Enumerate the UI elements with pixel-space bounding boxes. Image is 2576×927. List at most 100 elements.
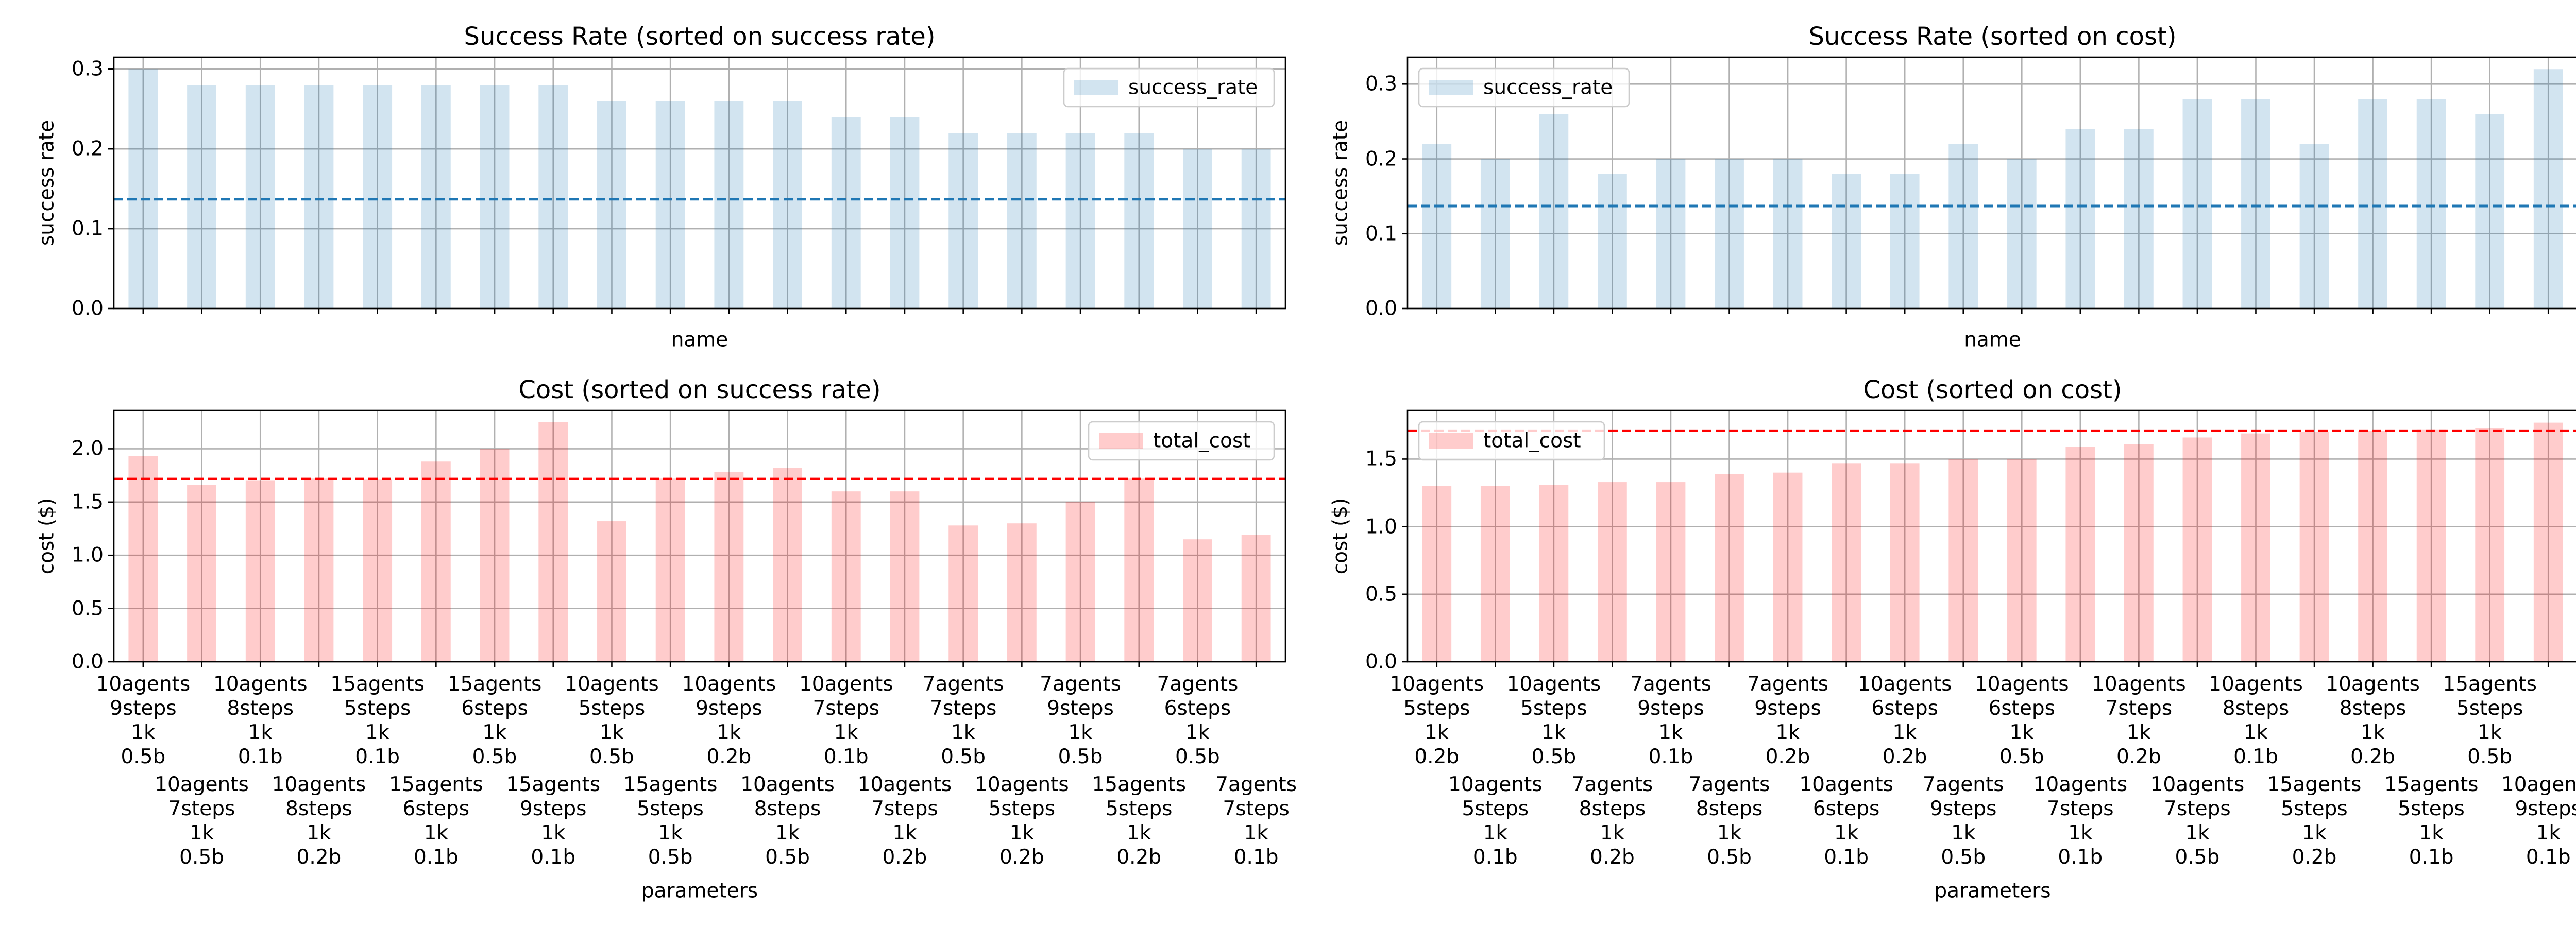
x-tick-label: 15agents 5steps 1k 0.2b [2267, 773, 2362, 869]
bar [363, 479, 393, 662]
bar [245, 480, 275, 662]
y-axis-label: success rate [35, 119, 59, 246]
y-tick-label: 1.0 [1365, 515, 1397, 539]
x-tick-label: 10agents 8steps 1k 0.2b [2326, 673, 2420, 768]
y-tick-label: 1.0 [71, 543, 104, 567]
y-tick-label: 0.0 [1365, 650, 1397, 674]
x-tick-label: 10agents 6steps 1k 0.5b [1974, 673, 2069, 768]
x-tick-label: 7agents 7steps 1k 0.1b [1215, 773, 1297, 869]
bar [2299, 432, 2329, 662]
bar [1065, 133, 1095, 308]
bar [187, 85, 216, 308]
x-tick-label: 10agents 5steps 1k 0.5b [1506, 673, 1601, 768]
bar [2124, 129, 2154, 308]
bar [1773, 159, 1803, 308]
x-tick-label: 10agents 9steps 1k 0.1b [2501, 773, 2576, 869]
bar [714, 472, 744, 662]
bar [1422, 144, 1452, 308]
bar [2065, 129, 2095, 308]
y-tick-label: 0.5 [1365, 582, 1397, 606]
bar [1539, 485, 1569, 662]
x-tick-label: 15agents 5steps 1k 0.1b [330, 673, 425, 768]
x-tick-label: 15agents 9steps 1k 0.1b [506, 773, 601, 869]
bar [304, 85, 334, 308]
x-tick-label: 7agents 8steps 1k 0.5b [1688, 773, 1770, 869]
x-tick-label: 7agents 7steps 1k 0.5b [922, 673, 1004, 768]
x-tick-label: 10agents 9steps 1k 0.5b [96, 673, 191, 768]
bar [2299, 144, 2329, 308]
bar [187, 485, 216, 662]
bar [2533, 69, 2563, 308]
x-tick-label: 10agents 6steps 1k 0.2b [1857, 673, 1952, 768]
bar [421, 461, 451, 662]
legend-box [1418, 421, 1605, 461]
x-tick-label: 15agents 5steps 1k 0.2b [1092, 773, 1187, 869]
chart-title: Success Rate (sorted on success rate) [464, 22, 936, 51]
bar [480, 449, 510, 662]
bar [2358, 431, 2387, 662]
bar [128, 69, 158, 308]
bar [1832, 463, 1861, 662]
x-tick-label: 10agents 7steps 1k 0.2b [2092, 673, 2186, 768]
x-tick-label: 10agents 5steps 1k 0.2b [975, 773, 1069, 869]
bar [831, 491, 861, 662]
y-tick-label: 0.2 [1365, 147, 1397, 171]
bar [1007, 523, 1037, 662]
x-tick-label: 10agents 8steps 1k 0.5b [740, 773, 835, 869]
bar [1948, 144, 1978, 308]
bar [2533, 422, 2563, 662]
x-tick-label: 10agents 8steps 1k 0.2b [272, 773, 366, 869]
bar [1422, 486, 1452, 662]
x-tick-label: 15agents 5steps 1k 0.5b [623, 773, 718, 869]
x-tick-label: 15agents 5steps 1k 0.5b [2443, 673, 2537, 768]
bar [2475, 114, 2505, 308]
bar [2241, 433, 2270, 662]
bar [363, 85, 393, 308]
bar [1007, 133, 1037, 308]
x-tick-label: 10agents 7steps 1k 0.5b [155, 773, 249, 869]
bar [1598, 174, 1627, 308]
bar [1715, 159, 1744, 308]
x-tick-label: 10agents 7steps 1k 0.1b [799, 673, 893, 768]
legend-label: total_cost [1483, 429, 1581, 453]
bar [1241, 149, 1271, 308]
x-tick-label: 7agents 9steps 1k 0.2b [1747, 673, 1828, 768]
x-tick-label: 10agents 8steps 1k 0.1b [213, 673, 308, 768]
legend-label: total_cost [1153, 429, 1251, 453]
axes-frame [1406, 56, 2576, 310]
y-tick-label: 0.2 [71, 137, 104, 161]
bar [773, 101, 802, 308]
bar [2475, 428, 2505, 662]
chart-title: Cost (sorted on cost) [1863, 375, 2122, 404]
bar [948, 525, 978, 662]
x-tick-label: 10agents 5steps 1k 0.1b [1448, 773, 1543, 869]
y-tick-label: 0.0 [71, 650, 104, 674]
bar [714, 101, 744, 308]
bar [2416, 99, 2446, 309]
bar [1656, 159, 1686, 308]
legend-box [1063, 67, 1275, 108]
bar [2124, 444, 2154, 662]
bar [1715, 474, 1744, 662]
bar [1183, 539, 1212, 662]
x-axis-label: parameters [641, 879, 758, 903]
y-tick-label: 1.5 [71, 490, 104, 514]
x-tick-label: 7agents 9steps 1k 0.5b [1922, 773, 2004, 869]
bar [890, 117, 920, 308]
bar [2065, 447, 2095, 662]
y-axis-label: success rate [1329, 119, 1352, 246]
bar [1124, 478, 1154, 662]
x-tick-label: 15agents 6steps 1k 0.1b [389, 773, 483, 869]
x-tick-label: 10agents 7steps 1k 0.5b [2150, 773, 2245, 869]
x-tick-label: 7agents 6steps 1k 0.5b [1157, 673, 1239, 768]
y-tick-label: 1.5 [1365, 447, 1397, 471]
x-tick-label: 10agents 6steps 1k 0.1b [1799, 773, 1893, 869]
bar [1480, 159, 1510, 308]
axes-frame [113, 56, 1286, 310]
bar [1480, 486, 1510, 662]
legend-swatch [1429, 80, 1473, 95]
axes-frame [113, 409, 1286, 663]
bar [1890, 463, 1920, 662]
x-tick-label: 10agents 8steps 1k 0.1b [2209, 673, 2303, 768]
x-tick-label: 15agents 6steps 1k 0.5b [447, 673, 542, 768]
